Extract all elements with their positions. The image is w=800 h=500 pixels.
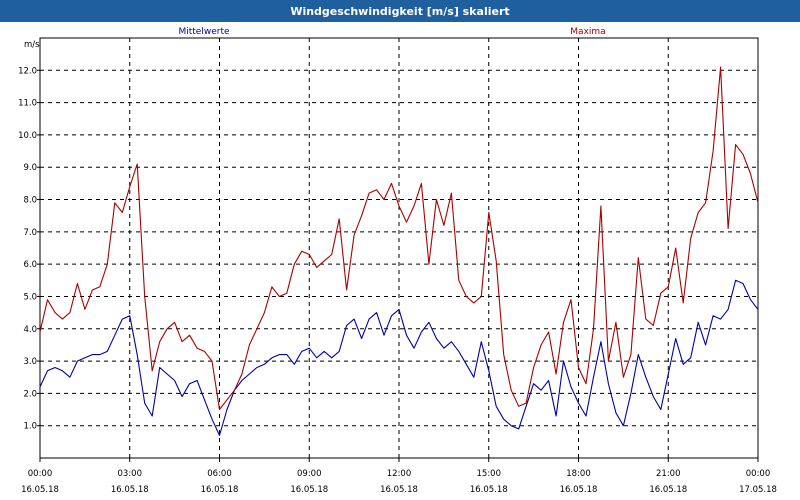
- chart-title: Windgeschwindigkeit [m/s] skaliert: [290, 4, 510, 18]
- x-tick-time-label: 06:00: [207, 469, 232, 479]
- y-tick-label: 2.0: [23, 389, 37, 399]
- x-tick-date-label: 16.05.18: [649, 485, 687, 495]
- x-tick-date-label: 16.05.18: [21, 485, 59, 495]
- y-tick-label: 5.0: [23, 292, 37, 302]
- grid-lines: [40, 38, 758, 458]
- y-tick-label: 8.0: [23, 196, 37, 206]
- x-tick-date-label: 16.05.18: [470, 485, 508, 495]
- legend-maxima: Maxima: [570, 27, 605, 37]
- series-layer: [39, 66, 759, 436]
- y-tick-label: 7.0: [23, 228, 37, 238]
- x-tick-date-label: 17.05.18: [739, 485, 777, 495]
- x-tick-date-label: 16.05.18: [380, 485, 418, 495]
- y-tick-label: 1.0: [23, 422, 37, 432]
- chart-title-bar: Windgeschwindigkeit [m/s] skaliert: [0, 0, 800, 22]
- series-line-mittelwerte: [39, 279, 759, 436]
- x-tick-time-label: 09:00: [297, 469, 322, 479]
- x-tick-date-label: 16.05.18: [290, 485, 328, 495]
- x-tick-time-label: 12:00: [387, 469, 412, 479]
- y-tick-label: 9.0: [23, 163, 37, 173]
- y-axis-ticks: 1.0 2.0 3.0 4.0 5.0 6.0 7.0 8.0 9.0 10.0 11.0 12.0: [18, 66, 40, 432]
- x-tick-time-label: 00:00: [28, 469, 53, 479]
- x-axis-ticks: 00:00 16.05.18 03:00 16.05.18 06:00 16.05.18 0…: [21, 458, 777, 495]
- y-tick-label: 12.0: [18, 66, 37, 76]
- x-tick-time-label: 21:00: [656, 469, 681, 479]
- y-tick-label: 3.0: [23, 357, 37, 367]
- legend-mittelwerte: Mittelwerte: [178, 27, 229, 37]
- y-tick-label: 4.0: [23, 325, 37, 335]
- x-tick-time-label: 03:00: [118, 469, 143, 479]
- y-tick-label: 11.0: [18, 99, 37, 109]
- series-line-maxima: [39, 66, 759, 411]
- x-tick-date-label: 16.05.18: [560, 485, 598, 495]
- x-tick-time-label: 15:00: [477, 469, 502, 479]
- y-tick-label: 6.0: [23, 260, 37, 270]
- x-tick-date-label: 16.05.18: [111, 485, 149, 495]
- x-tick-date-label: 16.05.18: [201, 485, 239, 495]
- y-axis-unit-label: m/s: [24, 40, 40, 50]
- y-tick-label: 10.0: [18, 131, 37, 141]
- x-tick-time-label: 00:00: [746, 469, 771, 479]
- x-tick-time-label: 18:00: [566, 469, 591, 479]
